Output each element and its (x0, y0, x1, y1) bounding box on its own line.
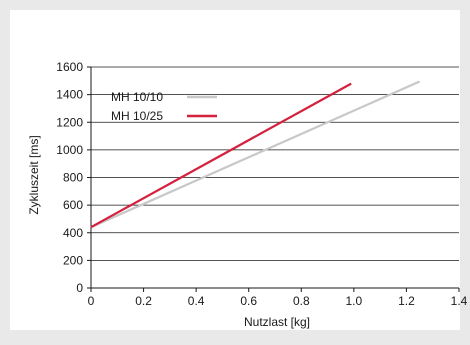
y-tick-label: 1600 (56, 60, 83, 74)
y-tick-label: 200 (63, 253, 83, 267)
x-tick-label: 0.6 (240, 294, 257, 308)
y-tick-label: 800 (63, 171, 83, 185)
gridlines (91, 66, 459, 261)
x-tick-label: 0.2 (135, 294, 152, 308)
x-tick-label: 1.0 (346, 294, 363, 308)
x-tick-label: 0.8 (293, 294, 310, 308)
series-line-2 (90, 82, 352, 229)
y-tick-label: 1000 (56, 143, 83, 157)
tick-labels: 0 200 400 600 800 1000 1200 1400 1600 0 0.2 0.4 0.6 0… (56, 60, 467, 308)
y-tick-label: 400 (63, 226, 83, 240)
x-tick-label: 0.4 (188, 294, 205, 308)
series-line-1 (90, 80, 421, 229)
x-tick-label: 0 (88, 294, 95, 308)
y-axis-label: Zykluszeit [ms] (27, 135, 41, 214)
x-tick-label: 1.4 (451, 294, 468, 308)
legend-label: MH 10/10 (111, 90, 163, 104)
plot-area (10, 10, 460, 330)
y-tick-label: 1400 (56, 88, 83, 102)
legend: MH 10/10 MH 10/25 (111, 90, 217, 123)
series-lines (90, 80, 421, 229)
y-tick-label: 0 (76, 281, 83, 295)
y-tick-label: 1200 (56, 115, 83, 129)
x-axis-label: Nutzlast [kg] (244, 315, 310, 329)
x-tick-label: 1.2 (398, 294, 415, 308)
y-tick-label: 600 (63, 198, 83, 212)
legend-label: MH 10/25 (111, 109, 163, 123)
axes (87, 66, 460, 292)
